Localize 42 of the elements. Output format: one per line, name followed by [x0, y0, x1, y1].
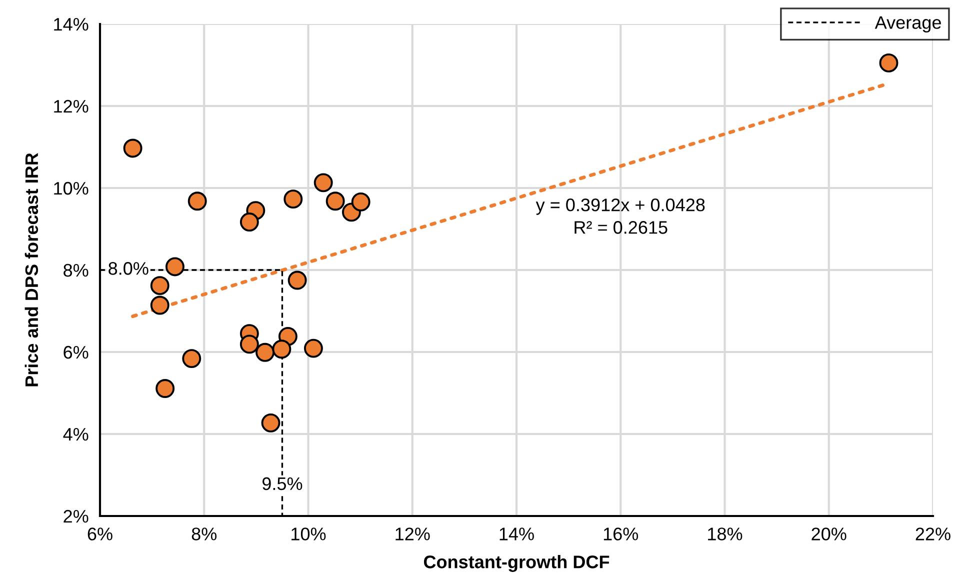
- x-tick-label: 14%: [500, 528, 534, 540]
- x-tick-label: 16%: [604, 528, 638, 540]
- point: [123, 138, 142, 158]
- x-tick-label: 10%: [292, 528, 326, 540]
- point: [272, 340, 292, 359]
- point: [256, 342, 275, 362]
- point: [304, 338, 323, 358]
- x-axis-title: Constant-growth DCF: [424, 555, 610, 572]
- x-tick-label: 12%: [396, 528, 430, 540]
- point: [188, 192, 207, 211]
- legend-label: Average: [874, 16, 941, 32]
- point: [261, 413, 280, 432]
- x-tick-label: 20%: [812, 528, 846, 540]
- y-axis-title: Price and DPS forecast IRR: [24, 152, 38, 386]
- point: [314, 173, 333, 192]
- point: [150, 296, 170, 315]
- y-tick-label: 10%: [54, 182, 88, 195]
- y-tick-label: 14%: [54, 18, 88, 31]
- point: [156, 379, 175, 398]
- point: [351, 192, 370, 212]
- point: [879, 53, 898, 72]
- annotation: 9.5%: [262, 477, 302, 490]
- y-tick-label: 2%: [64, 510, 88, 523]
- point: [240, 212, 259, 232]
- annotation: R² = 0.2615: [574, 221, 668, 234]
- x-tick-label: 18%: [708, 528, 742, 540]
- point: [284, 190, 303, 209]
- x-tick-label: 22%: [916, 528, 950, 540]
- point: [165, 257, 184, 276]
- y-tick-label: 4%: [63, 428, 88, 441]
- x-tick-label: 8%: [192, 528, 217, 540]
- y-tick-label: 12%: [54, 100, 88, 113]
- point: [150, 276, 170, 296]
- x-tick-label: 6%: [88, 528, 112, 540]
- annotation: 8.0%: [108, 262, 148, 275]
- point: [182, 349, 202, 368]
- annotation: y = 0.3912x + 0.0428: [536, 198, 705, 215]
- point: [240, 334, 259, 354]
- y-tick-label: 8%: [64, 264, 88, 277]
- point: [326, 192, 345, 211]
- point: [288, 270, 307, 290]
- y-tick-label: 6%: [64, 346, 88, 359]
